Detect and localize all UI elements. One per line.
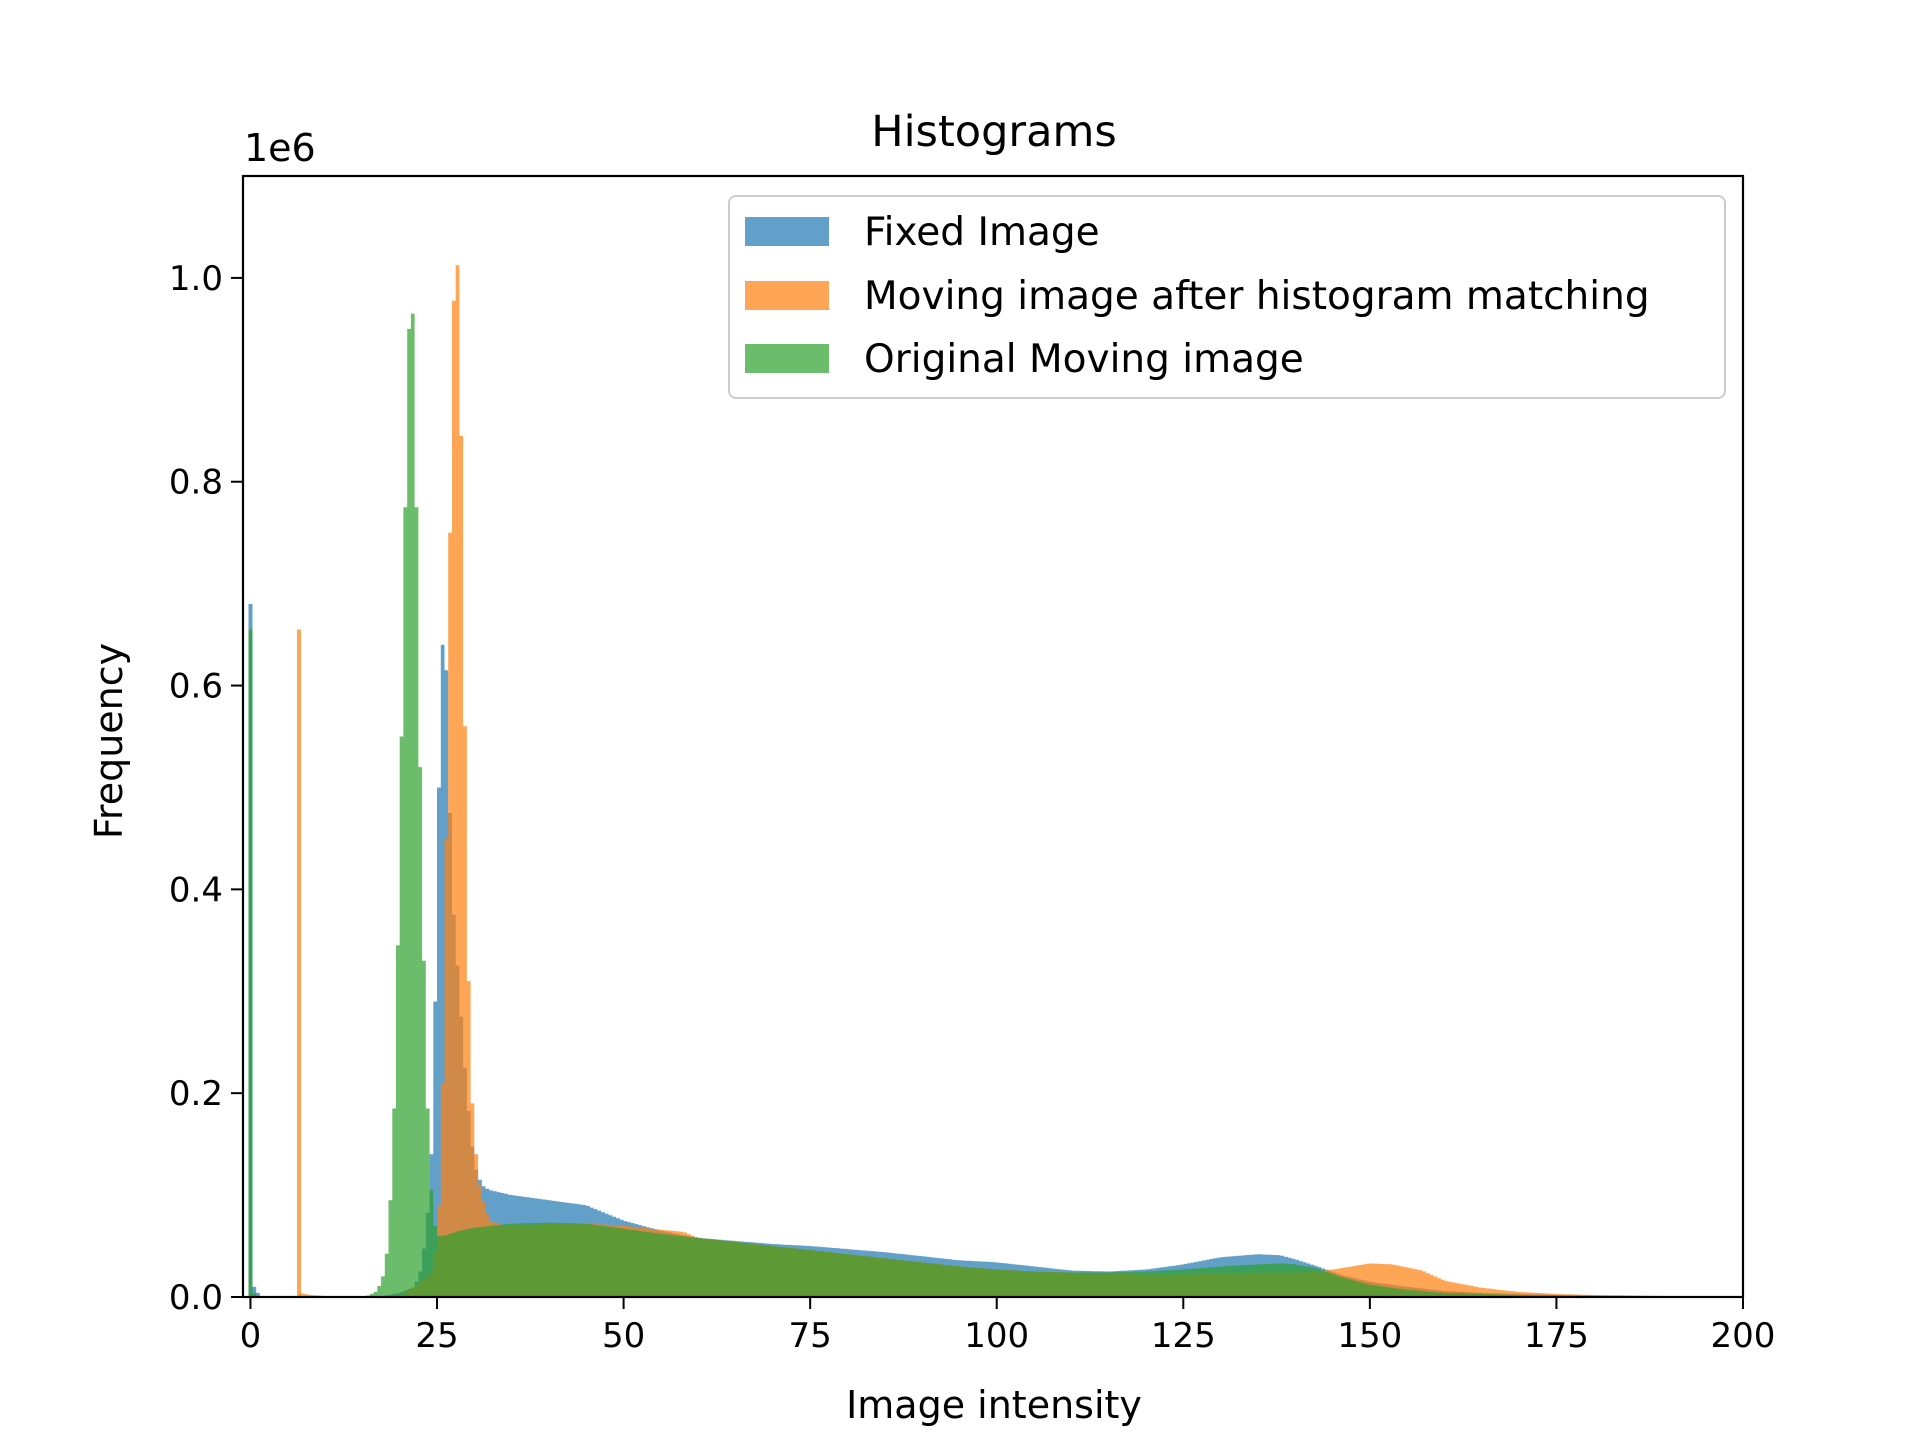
legend: Fixed Image Moving image after histogram…	[728, 195, 1726, 399]
y-axis-label: Frequency	[87, 643, 131, 839]
histogram-spike-original-moving-image	[248, 629, 253, 1297]
legend-label-moving-matched: Moving image after histogram matching	[864, 274, 1650, 319]
y-tick-label: 0.6	[169, 667, 223, 707]
chart-title: Histograms	[871, 107, 1116, 157]
x-axis-ticks: 0 25 50 75 100 125 150 175 200	[240, 1297, 1776, 1356]
y-tick-label: 1.0	[169, 259, 223, 299]
y-tick-label: 0.2	[169, 1074, 223, 1114]
x-tick-label: 0	[240, 1316, 262, 1356]
x-tick-label: 200	[1711, 1316, 1776, 1356]
plot-frame	[241, 174, 1745, 1299]
y-tick-label: 0.8	[169, 463, 223, 503]
histogram-body-original-moving-image	[362, 313, 1676, 1298]
legend-swatch-original-moving	[745, 344, 829, 373]
y-axis-ticks: 0.0 0.2 0.4 0.6 0.8 1.0	[169, 259, 243, 1318]
legend-label-original-moving: Original Moving image	[864, 337, 1304, 382]
histogram-body-fixed-image	[377, 644, 1691, 1297]
y-axis-offset-text: 1e6	[244, 126, 316, 170]
series-moving-image-after-histogram-matching	[297, 265, 1676, 1298]
series-original-moving-image	[248, 313, 1676, 1298]
y-tick-label: 0.0	[169, 1278, 223, 1318]
histogram-body-moving-image-after-histogram-matching	[299, 265, 1676, 1298]
x-tick-label: 150	[1337, 1316, 1402, 1356]
legend-swatch-moving-matched	[745, 281, 829, 310]
x-tick-label: 75	[789, 1316, 832, 1356]
histogram-spike-fixed-image	[255, 1292, 260, 1297]
x-tick-label: 125	[1151, 1316, 1216, 1356]
legend-swatch-fixed-image	[745, 217, 829, 246]
series-layer	[248, 265, 1691, 1298]
x-tick-label: 175	[1524, 1316, 1589, 1356]
histogram-spike-moving-image-after-histogram-matching	[297, 629, 301, 1297]
histogram-spike-fixed-image	[252, 1286, 257, 1297]
x-tick-label: 50	[602, 1316, 645, 1356]
legend-label-fixed-image: Fixed Image	[864, 210, 1100, 255]
histogram-spike-original-moving-image	[252, 1292, 257, 1297]
legend-frame	[728, 195, 1726, 399]
x-axis-label: Image intensity	[846, 1383, 1142, 1427]
x-tick-label: 100	[964, 1316, 1029, 1356]
x-tick-label: 25	[415, 1316, 458, 1356]
y-tick-label: 0.4	[169, 870, 223, 910]
